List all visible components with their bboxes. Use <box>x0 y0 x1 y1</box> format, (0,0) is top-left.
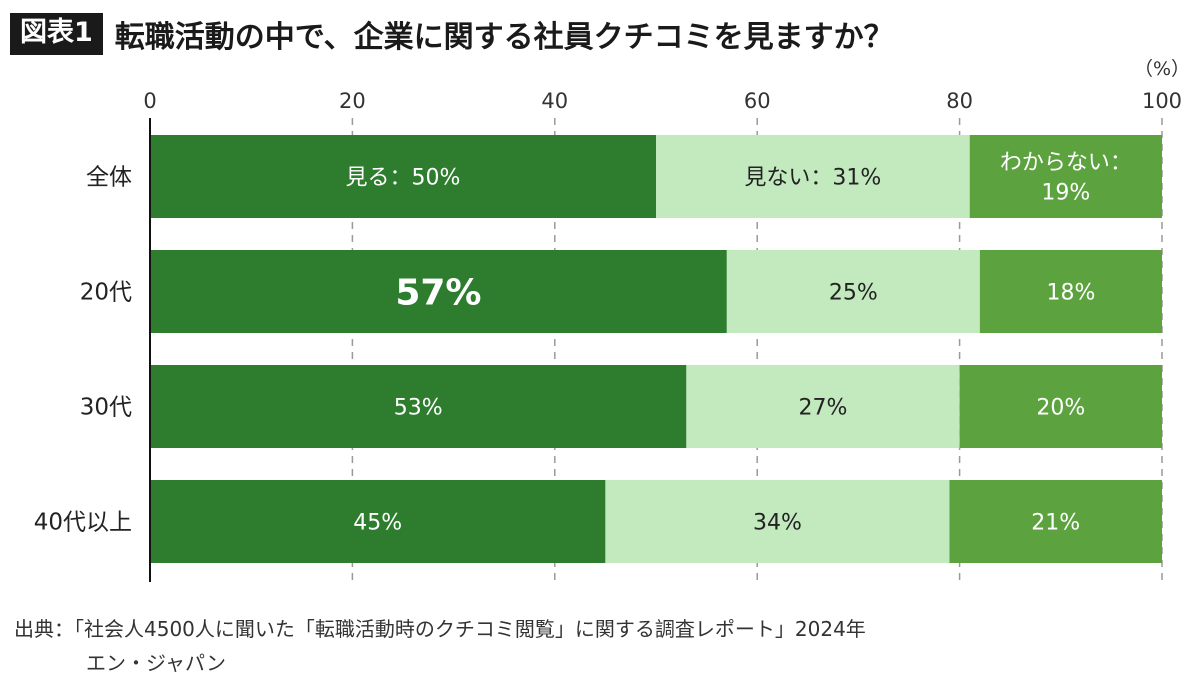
data-label-見ない-40代以上: 34% <box>753 510 802 535</box>
bar-見ない-30代 <box>686 365 960 448</box>
data-label-わからない-20代: 18% <box>1046 280 1095 305</box>
x-tick-label-100: 100 <box>1142 89 1182 113</box>
source-line-2: エン・ジャパン <box>86 651 226 675</box>
category-label-40代以上: 40代以上 <box>34 510 132 536</box>
x-tick-label-40: 40 <box>541 89 568 113</box>
category-label-全体: 全体 <box>86 165 132 191</box>
x-tick-label-20: 20 <box>339 89 366 113</box>
data-label-見る-40代以上: 45% <box>353 510 402 535</box>
bar-見る-全体 <box>150 135 656 218</box>
data-label-見ない-30代: 27% <box>799 395 848 420</box>
source-note: 出典：「社会人4500人に聞いた「転職活動時のクチコミ閲覧」に関する調査レポート… <box>14 612 866 680</box>
bar-見る-40代以上 <box>150 480 606 563</box>
bar-わからない-30代 <box>959 365 1162 448</box>
bar-見る-20代 <box>150 250 727 333</box>
bar-わからない-全体 <box>969 135 1162 218</box>
category-label-30代: 30代 <box>80 395 132 421</box>
bar-わからない-20代 <box>979 250 1162 333</box>
source-line-1: 出典：「社会人4500人に聞いた「転職活動時のクチコミ閲覧」に関する調査レポート… <box>14 617 866 641</box>
figure-badge: 図表1 <box>10 13 103 55</box>
data-label-見る-20代: 57% <box>395 272 481 313</box>
bar-わからない-40代以上 <box>949 480 1162 563</box>
x-tick-label-80: 80 <box>946 89 973 113</box>
stacked-bar-chart: 0 20 40 60 80 100 （%） 全体 20代 30代 40代以上 見る：50% 見ない：31… <box>34 58 1190 582</box>
chart-title: 転職活動の中で、企業に関する社員クチコミを見ますか？ <box>114 20 894 55</box>
data-label-わからない-全体: わからない： 19% <box>1000 150 1132 205</box>
data-label-わからない-30代: 20% <box>1036 395 1085 420</box>
data-label-見ない-全体: 見ない：31% <box>744 165 881 190</box>
x-tick-label-0: 0 <box>143 89 156 113</box>
unit-label: （%） <box>1134 58 1190 80</box>
chart-header: 図表1 転職活動の中で、企業に関する社員クチコミを見ますか？ <box>10 8 894 60</box>
bar-見ない-全体 <box>656 135 970 218</box>
data-label-見る-30代: 53% <box>394 395 443 420</box>
bar-見ない-20代 <box>726 250 980 333</box>
bar-見る-30代 <box>150 365 687 448</box>
category-label-20代: 20代 <box>80 280 132 306</box>
bar-見ない-40代以上 <box>605 480 950 563</box>
data-label-わからない-40代以上: 21% <box>1031 510 1080 535</box>
x-tick-label-60: 60 <box>744 89 771 113</box>
data-label-見る-全体: 見る：50% <box>346 165 461 190</box>
data-label-見ない-20代: 25% <box>829 280 878 305</box>
